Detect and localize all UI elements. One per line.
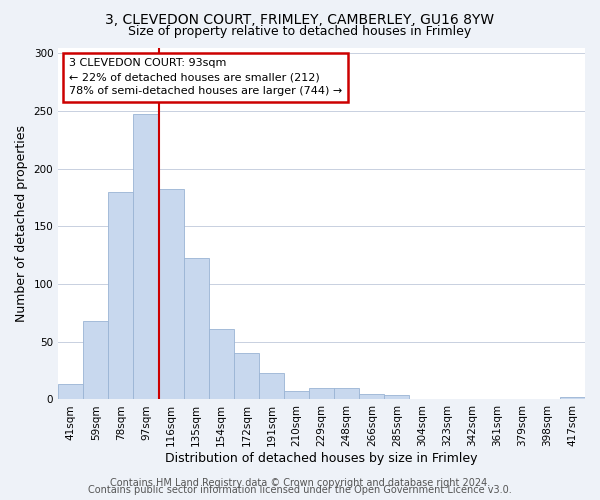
X-axis label: Distribution of detached houses by size in Frimley: Distribution of detached houses by size …	[166, 452, 478, 465]
Text: 3 CLEVEDON COURT: 93sqm
← 22% of detached houses are smaller (212)
78% of semi-d: 3 CLEVEDON COURT: 93sqm ← 22% of detache…	[69, 58, 342, 96]
Bar	[83, 321, 109, 400]
Bar	[133, 114, 158, 400]
Bar	[309, 388, 334, 400]
Bar	[158, 190, 184, 400]
Bar	[259, 373, 284, 400]
Bar	[184, 258, 209, 400]
Text: Contains public sector information licensed under the Open Government Licence v3: Contains public sector information licen…	[88, 485, 512, 495]
Bar	[334, 388, 359, 400]
Bar	[58, 384, 83, 400]
Bar	[234, 354, 259, 400]
Bar	[109, 192, 133, 400]
Bar	[284, 392, 309, 400]
Bar	[560, 397, 585, 400]
Text: Size of property relative to detached houses in Frimley: Size of property relative to detached ho…	[128, 25, 472, 38]
Y-axis label: Number of detached properties: Number of detached properties	[15, 125, 28, 322]
Bar	[359, 394, 385, 400]
Bar	[209, 329, 234, 400]
Text: 3, CLEVEDON COURT, FRIMLEY, CAMBERLEY, GU16 8YW: 3, CLEVEDON COURT, FRIMLEY, CAMBERLEY, G…	[106, 12, 494, 26]
Text: Contains HM Land Registry data © Crown copyright and database right 2024.: Contains HM Land Registry data © Crown c…	[110, 478, 490, 488]
Bar	[385, 395, 409, 400]
